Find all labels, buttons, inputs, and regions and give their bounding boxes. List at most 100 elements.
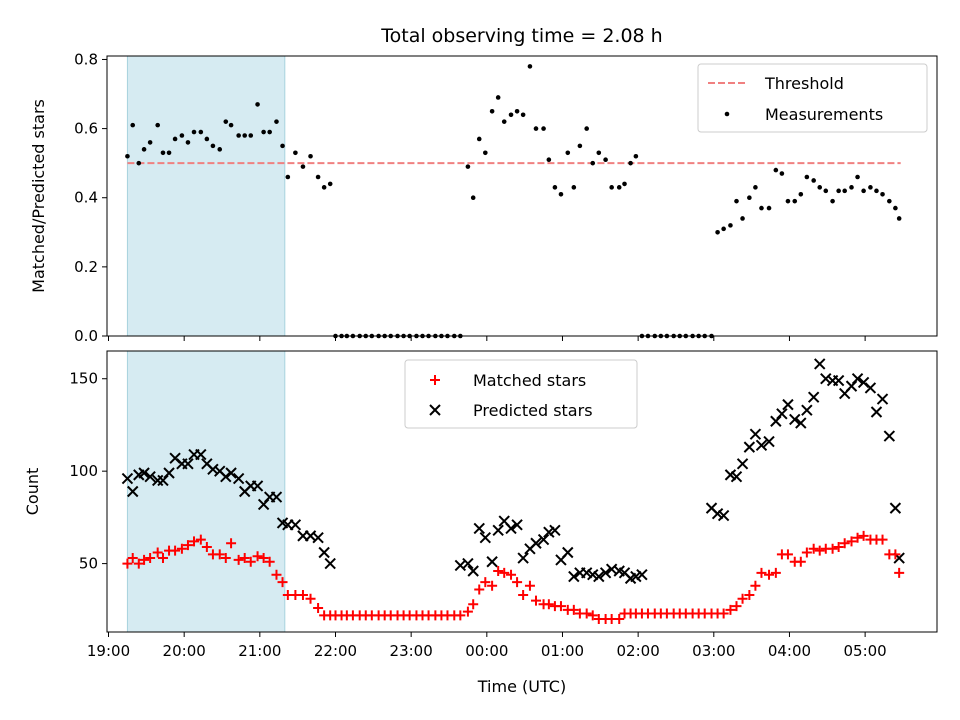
x-tick-label: 19:00 — [87, 642, 130, 660]
predicted-star-point — [121, 472, 134, 485]
measurement-point — [321, 185, 327, 190]
bottom-y-ticks: 50 100 150 — [69, 370, 107, 573]
top-x-ticks — [108, 336, 866, 341]
measurement-point — [179, 133, 185, 138]
matched-star-point — [170, 545, 181, 556]
bottom-panel: 50 100 150 19:00 20:00 21:00 22:00 23:00 00:00 0… — [23, 350, 938, 696]
measurement-point — [236, 133, 241, 138]
predicted-star-point — [182, 458, 194, 470]
x-axis-label: Time (UTC) — [477, 677, 566, 696]
measurement-point — [577, 143, 583, 149]
predicted-star-point — [318, 546, 330, 559]
matched-star-point — [814, 545, 825, 556]
measurement-point — [541, 126, 546, 131]
predicted-star-point — [801, 404, 813, 416]
matched-star-point — [756, 567, 767, 578]
predicted-star-point — [807, 391, 820, 403]
legend-predicted-label: Predicted stars — [473, 401, 593, 420]
measurement-point — [861, 188, 866, 194]
matched-star-point — [157, 553, 168, 564]
measurement-point — [603, 157, 608, 163]
measurement-point — [558, 191, 564, 197]
predicted-star-point — [492, 524, 504, 537]
measurement-point — [887, 198, 892, 204]
measurement-point — [191, 129, 197, 135]
measurement-point — [261, 129, 266, 135]
matched-star-point — [725, 604, 736, 615]
predicted-star-point — [225, 467, 237, 479]
measurement-point — [609, 185, 614, 190]
predicted-star-point — [324, 557, 336, 570]
predicted-star-point — [312, 532, 324, 544]
measurement-point — [315, 174, 321, 180]
predicted-star-point — [289, 519, 302, 531]
matched-star-point — [543, 599, 554, 610]
measurement-point — [267, 129, 272, 135]
measurement-point — [280, 143, 285, 149]
measurement-point — [255, 102, 260, 107]
matched-star-point — [568, 604, 579, 615]
measurement-point — [125, 153, 130, 159]
predicted-star-point — [593, 570, 605, 583]
matched-star-point — [258, 553, 269, 564]
matched-star-point — [530, 595, 541, 606]
measurement-point — [571, 185, 577, 190]
predicted-star-point — [763, 435, 775, 448]
matched-star-point — [468, 599, 479, 610]
matched-star-point — [499, 567, 510, 578]
predicted-star-point — [717, 509, 730, 522]
measurement-point — [628, 160, 633, 166]
x-tick-label: 01:00 — [541, 642, 584, 660]
measurement-point — [546, 157, 552, 163]
measurement-point — [217, 147, 223, 152]
matched-star-point — [152, 547, 163, 558]
matched-star-point — [782, 549, 793, 560]
top-panel: 0.0 0.2 0.4 0.6 0.8 Total observing time = 2… — [29, 25, 938, 345]
measurement-point — [204, 136, 210, 142]
measurement-point — [836, 188, 841, 194]
predicted-star-point — [845, 380, 858, 392]
measurement-point — [489, 109, 495, 114]
predicted-star-point — [864, 382, 877, 394]
predicted-star-point — [730, 471, 743, 483]
measurement-point — [327, 181, 333, 187]
measurement-point — [715, 229, 720, 235]
matched-star-point — [271, 569, 282, 580]
predicted-star-point — [207, 463, 219, 476]
predicted-star-point — [549, 524, 561, 537]
measurement-point — [293, 150, 298, 156]
measurement-point — [622, 181, 627, 187]
predicted-star-point — [537, 533, 550, 546]
measurement-point — [817, 185, 823, 190]
measurement-point — [728, 223, 733, 228]
measurement-point — [880, 191, 885, 197]
measurement-point — [242, 133, 248, 138]
measurement-point — [633, 153, 639, 159]
matched-star-point — [176, 543, 187, 554]
predicted-star-point — [505, 522, 517, 535]
top-y-ticks: 0.0 0.2 0.4 0.6 0.8 — [74, 50, 107, 345]
measurement-point — [527, 64, 533, 69]
matched-star-point — [226, 538, 237, 549]
matched-star-point — [555, 601, 566, 612]
matched-star-point — [133, 558, 144, 569]
measurement-point — [747, 195, 752, 201]
measurement-point — [868, 185, 873, 190]
matched-star-point — [795, 556, 806, 567]
predicted-star-point — [220, 471, 232, 483]
predicted-star-point — [511, 519, 523, 531]
matched-star-point — [512, 577, 523, 588]
matched-star-point — [894, 567, 905, 578]
legend-measurements-swatch — [724, 111, 730, 117]
measurement-point — [223, 119, 229, 124]
measurement-point — [285, 174, 291, 180]
chart-title: Total observing time = 2.08 h — [380, 25, 662, 47]
x-tick-label: 05:00 — [844, 642, 887, 660]
matched-star-point — [801, 547, 812, 558]
matched-star-point — [493, 565, 504, 576]
measurement-point — [842, 188, 847, 194]
x-tick-label: 20:00 — [163, 642, 206, 660]
measurement-point — [590, 160, 596, 166]
measurement-point — [483, 150, 488, 156]
predicted-star-point — [144, 471, 156, 483]
